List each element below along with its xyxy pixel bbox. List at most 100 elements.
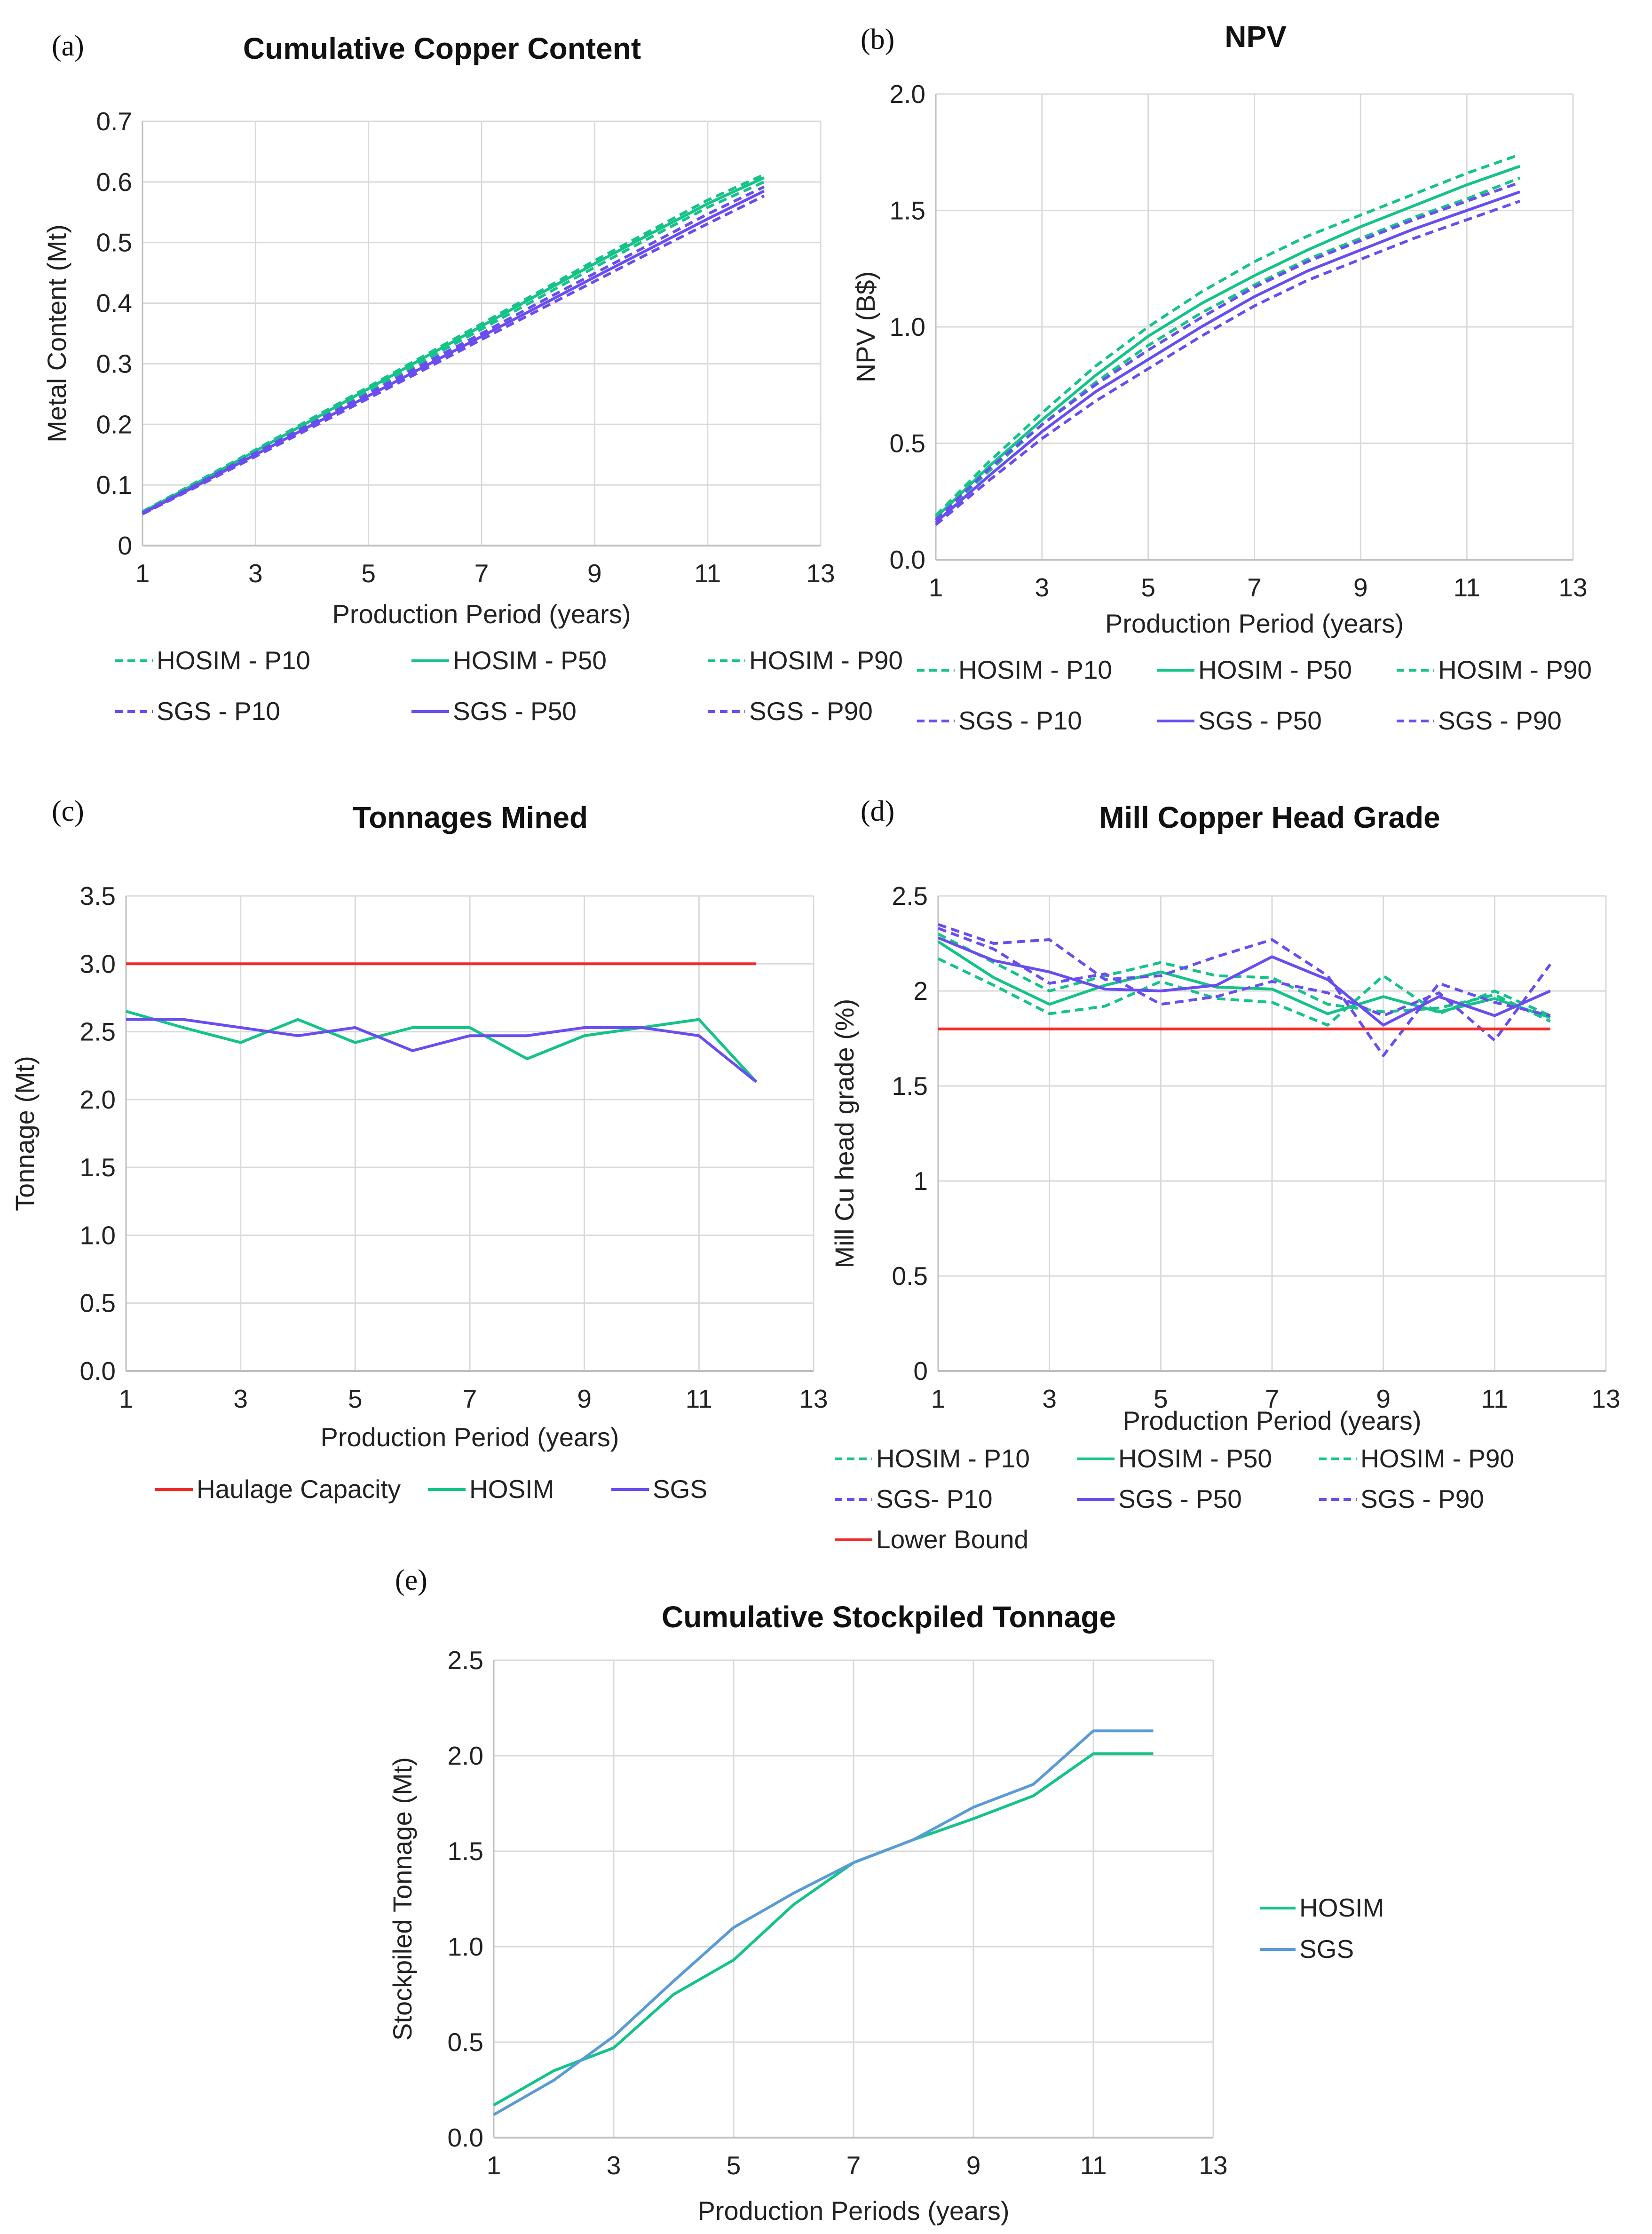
y-tick-label: 0.3 <box>96 349 132 378</box>
x-tick-label: 13 <box>1558 573 1587 602</box>
y-tick-label: 0.7 <box>96 107 132 136</box>
x-tick-label: 11 <box>694 559 721 588</box>
x-tick-label: 11 <box>1080 2151 1107 2180</box>
y-tick-label: 2.5 <box>80 1017 116 1046</box>
x-tick-label: 13 <box>806 559 835 588</box>
x-tick-label: 7 <box>474 559 489 588</box>
legend-label: SGS - P90 <box>1438 706 1562 735</box>
chart-title: Mill Copper Head Grade <box>1099 800 1440 834</box>
legend-label: HOSIM - P50 <box>1118 1444 1272 1473</box>
series-line-sgs-p10 <box>142 185 765 515</box>
series-line-sgs <box>493 1729 1154 2116</box>
y-tick-label: 1.0 <box>448 1932 483 1961</box>
x-tick-label: 3 <box>233 1384 248 1413</box>
x-axis-label: Production Period (years) <box>332 599 631 629</box>
series-line-sgs-p50 <box>935 190 1521 524</box>
x-tick-label: 11 <box>686 1384 712 1413</box>
y-tick-label: 0.1 <box>96 470 132 499</box>
y-axis-label: Tonnage (Mt) <box>10 1056 40 1211</box>
x-tick-label: 5 <box>1154 1384 1168 1413</box>
x-tick-label: 9 <box>1376 1384 1391 1413</box>
x-tick-label: 1 <box>931 1384 946 1413</box>
y-tick-label: 0 <box>913 1356 928 1386</box>
y-tick-label: 2.0 <box>80 1085 116 1114</box>
x-tick-label: 1 <box>929 573 943 602</box>
x-axis-label: Production Periods (years) <box>698 2196 1010 2226</box>
y-tick-label: 0.6 <box>96 167 132 197</box>
series-line-sgs-p10 <box>934 181 1521 521</box>
panel-letter: (c) <box>52 795 84 827</box>
legend-label: SGS- P10 <box>876 1484 993 1513</box>
series-line-sgs-p50 <box>937 936 1551 1027</box>
x-tick-label: 9 <box>966 2151 981 2180</box>
series-line-sgs-p90 <box>935 199 1521 526</box>
y-tick-label: 0.5 <box>448 2028 483 2057</box>
series-line-hosim-p50 <box>142 176 765 514</box>
legend-label: Lower Bound <box>876 1525 1028 1554</box>
x-tick-label: 9 <box>1353 573 1368 602</box>
series-line-hosim <box>126 1010 758 1083</box>
y-tick-label: 0.5 <box>892 1261 928 1291</box>
x-tick-label: 3 <box>607 2151 621 2180</box>
series-line-hosim-p10 <box>934 153 1521 517</box>
y-tick-label: 0 <box>118 531 132 560</box>
x-tick-label: 9 <box>587 559 602 588</box>
series-line-sgs-p90 <box>142 194 765 515</box>
x-tick-label: 5 <box>348 1384 363 1413</box>
y-tick-label: 3.0 <box>80 949 116 978</box>
x-tick-label: 3 <box>1042 1384 1057 1413</box>
x-tick-label: 7 <box>846 2151 861 2180</box>
chart-title: Cumulative Copper Content <box>243 32 641 65</box>
x-tick-label: 13 <box>799 1384 828 1413</box>
legend-label: HOSIM - P90 <box>749 646 903 675</box>
legend-label: SGS - P90 <box>1360 1484 1484 1513</box>
legend-label: HOSIM - P50 <box>1198 655 1352 684</box>
legend-label: HOSIM - P10 <box>157 646 310 675</box>
y-axis-label: Stockpiled Tonnage (Mt) <box>387 1757 417 2041</box>
y-tick-label: 1.0 <box>890 312 925 341</box>
legend-label: HOSIM - P10 <box>876 1444 1030 1473</box>
chart-title: NPV <box>1225 20 1287 54</box>
legend-label: HOSIM - P90 <box>1438 655 1592 684</box>
y-tick-label: 2.5 <box>892 881 928 911</box>
x-tick-label: 13 <box>1591 1384 1620 1413</box>
legend-label: SGS <box>1299 1934 1354 1964</box>
x-tick-label: 5 <box>361 559 376 588</box>
legend-label: SGS - P50 <box>1198 706 1322 735</box>
legend-label: SGS - P50 <box>1118 1484 1242 1513</box>
legend-label: SGS - P50 <box>453 697 577 726</box>
y-tick-label: 0.5 <box>890 429 925 458</box>
y-axis-label: Mill Cu head grade (%) <box>830 999 859 1268</box>
x-tick-label: 5 <box>727 2151 741 2180</box>
legend-label: Haulage Capacity <box>197 1474 401 1504</box>
legend-label: SGS - P10 <box>157 697 280 726</box>
x-tick-label: 13 <box>1199 2151 1227 2180</box>
y-axis-label: Metal Content (Mt) <box>42 224 71 443</box>
series-line-hosim <box>493 1752 1154 2107</box>
y-tick-label: 1 <box>913 1166 928 1196</box>
x-tick-label: 1 <box>135 559 150 588</box>
series-line-hosim-p90 <box>937 933 1551 1023</box>
x-tick-label: 7 <box>1265 1384 1280 1413</box>
legend-label: HOSIM <box>1299 1893 1384 1922</box>
x-tick-label: 7 <box>1247 573 1262 602</box>
series-line-hosim-p50 <box>934 165 1521 519</box>
legend-label: SGS <box>653 1474 707 1504</box>
y-tick-label: 1.0 <box>80 1220 116 1250</box>
series-line-hosim-p90 <box>934 176 1521 522</box>
y-tick-label: 0.2 <box>96 410 132 439</box>
y-tick-label: 1.5 <box>448 1837 483 1866</box>
panel-letter: (d) <box>861 795 894 827</box>
series-line-hosim-p10 <box>142 173 765 513</box>
panel-letter: (b) <box>861 24 894 55</box>
x-tick-label: 5 <box>1141 573 1155 602</box>
x-axis-label: Production Period (years) <box>1105 609 1404 638</box>
y-tick-label: 0.0 <box>80 1356 116 1386</box>
series-line-sgs-p10 <box>937 927 1552 1042</box>
legend-label: SGS - P90 <box>749 697 873 726</box>
